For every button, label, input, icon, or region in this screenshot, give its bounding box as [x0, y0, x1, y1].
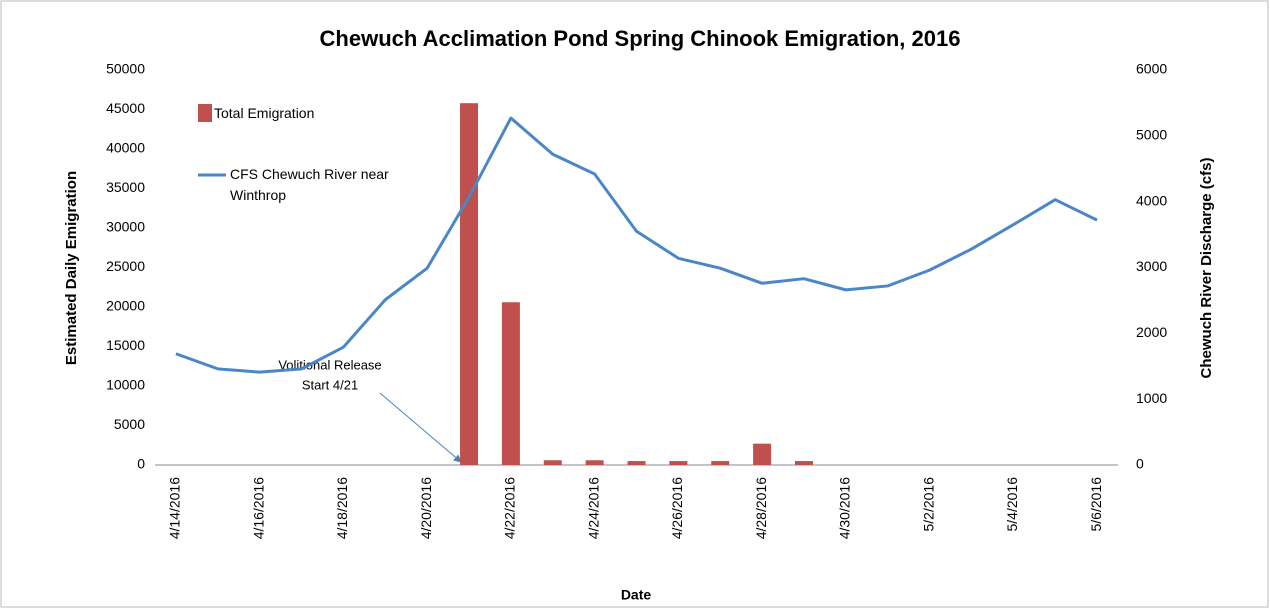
chart-title: Chewuch Acclimation Pond Spring Chinook …	[320, 26, 961, 51]
y2-tick-label: 5000	[1136, 127, 1167, 143]
x-tick-label: 4/24/2016	[585, 477, 601, 539]
x-tick-label: 4/16/2016	[250, 477, 266, 539]
x-tick-label: 4/14/2016	[167, 477, 183, 539]
annotation: Start 4/21	[302, 377, 358, 392]
y2-tick-label: 3000	[1136, 258, 1167, 274]
y-tick-label: 30000	[106, 219, 145, 235]
y-tick-label: 25000	[106, 258, 145, 274]
y-tick-label: 10000	[106, 377, 145, 393]
x-tick-label: 4/20/2016	[418, 477, 434, 539]
y2-tick-label: 6000	[1136, 61, 1167, 77]
x-tick-label: 5/2/2016	[920, 477, 936, 532]
annotation-arrow	[379, 392, 462, 463]
bar	[669, 461, 688, 465]
bar	[627, 461, 646, 465]
y-tick-label: 45000	[106, 100, 145, 116]
bar	[753, 443, 772, 465]
x-axis-label: Date	[621, 587, 652, 603]
y-tick-label: 15000	[106, 337, 145, 353]
bar	[585, 460, 604, 465]
bar	[543, 460, 562, 465]
x-tick-label: 5/6/2016	[1088, 477, 1104, 532]
x-tick-label: 4/26/2016	[669, 477, 685, 539]
y-tick-label: 5000	[114, 416, 145, 432]
y-tick-label: 35000	[106, 179, 145, 195]
x-tick-label: 4/18/2016	[334, 477, 350, 539]
y-tick-label: 0	[137, 456, 145, 472]
y2-tick-label: 4000	[1136, 192, 1167, 208]
bar	[501, 302, 520, 465]
y-axis-label: Estimated Daily Emigration	[63, 171, 80, 365]
line	[175, 116, 1098, 374]
x-tick-label: 4/28/2016	[753, 477, 769, 539]
bar	[794, 461, 813, 465]
y-tick-label: 40000	[106, 140, 145, 156]
legend-label: CFS Chewuch River near Winthrop	[230, 166, 389, 203]
x-tick-label: 4/30/2016	[837, 477, 853, 539]
legend-label: Total Emigration	[214, 105, 315, 121]
y-tick-label: 20000	[106, 298, 145, 314]
bar	[460, 103, 479, 466]
y2-tick-label: 1000	[1136, 390, 1167, 406]
x-tick-label: 5/4/2016	[1004, 477, 1020, 532]
y2-tick-label: 2000	[1136, 324, 1167, 340]
y2-tick-label: 0	[1136, 456, 1144, 472]
legend-swatch	[198, 104, 212, 122]
x-tick-label: 4/22/2016	[502, 477, 518, 539]
y2-axis-label: Chewuch River Discharge (cfs)	[1198, 158, 1215, 379]
y-tick-label: 50000	[106, 61, 145, 77]
bar	[711, 461, 730, 465]
